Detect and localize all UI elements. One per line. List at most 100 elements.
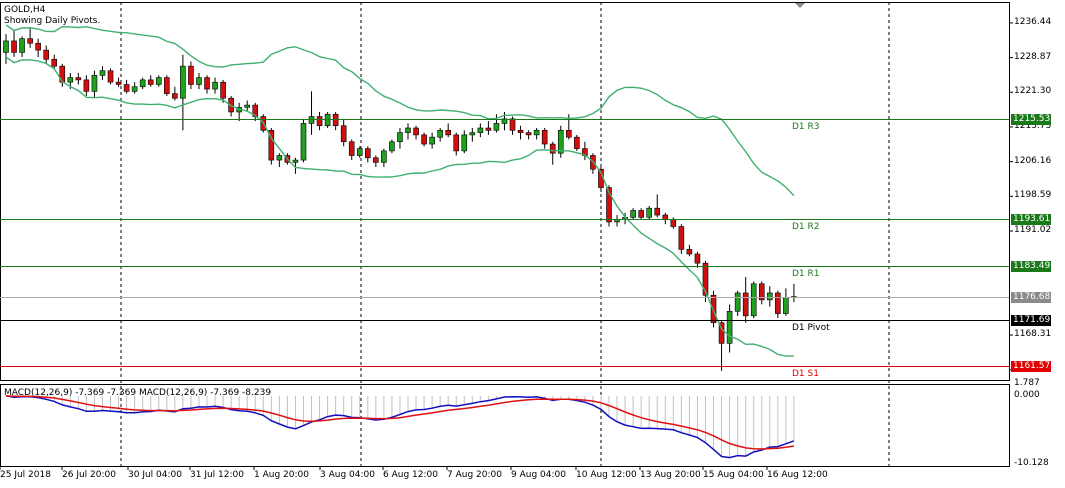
candle-body <box>742 292 749 317</box>
candle-body <box>27 38 33 44</box>
candle-body <box>694 253 701 264</box>
candle-body <box>750 283 757 317</box>
candle-body <box>734 292 741 312</box>
candle-body <box>292 159 299 163</box>
candle-body <box>43 49 50 60</box>
candle-body <box>99 70 106 76</box>
macd-line <box>5 395 795 459</box>
price-tick-label: 1221.30 <box>1014 86 1052 97</box>
candle-body <box>686 249 693 255</box>
candle-body <box>196 77 202 85</box>
candle-body <box>180 65 186 99</box>
candle-body <box>437 129 443 138</box>
price-tick-label: 1213.73 <box>1014 120 1052 131</box>
candle-body <box>429 136 435 145</box>
candle-body <box>726 310 733 344</box>
candle-body <box>83 79 90 92</box>
candle-body <box>501 118 508 124</box>
macd-frame <box>0 384 1010 467</box>
candle-body <box>477 127 484 133</box>
time-tick-label: 6 Aug 12:00 <box>383 470 438 480</box>
candle-body <box>606 187 612 223</box>
bollinger-lower-band <box>5 56 794 357</box>
price-tick-label: 1168.31 <box>1014 329 1052 340</box>
candle-body <box>461 134 468 152</box>
candle-body <box>397 132 403 143</box>
time-tick-label: 13 Aug 20:00 <box>640 470 701 480</box>
candle-body <box>91 75 98 92</box>
candle-body <box>244 104 250 108</box>
candle-body <box>557 129 564 154</box>
candle-body <box>445 129 452 136</box>
time-tick-label: 30 Jul 04:00 <box>128 470 182 480</box>
candle-body <box>654 207 661 216</box>
candle-body <box>421 134 427 145</box>
candle-body <box>300 123 307 161</box>
candle-body <box>75 77 82 81</box>
candle-body <box>517 129 524 133</box>
candle-body <box>405 127 411 133</box>
shift-marker-icon <box>795 3 805 8</box>
candle-body <box>485 127 492 131</box>
candle-body <box>373 157 379 163</box>
pivot-label: D1 R1 <box>792 268 820 279</box>
pivot-price-tag: 1161.57 <box>1011 360 1051 372</box>
candle-body <box>702 262 709 296</box>
candle-body <box>123 84 130 92</box>
candle-body <box>758 283 765 301</box>
candle-body <box>348 141 355 156</box>
symbol-label: GOLD,H4 <box>4 5 46 15</box>
candle-body <box>453 134 460 152</box>
macd-tick-label: 1.787 <box>1014 378 1040 388</box>
candle-body <box>19 38 25 53</box>
candle-body <box>276 155 283 161</box>
pivot-price-tag: 1215.53 <box>1011 113 1051 125</box>
bollinger-upper-band <box>5 24 795 197</box>
macd-tick-label: -10.128 <box>1014 457 1049 468</box>
candle-body <box>364 148 371 159</box>
time-tick-label: 7 Aug 20:00 <box>447 470 502 480</box>
time-tick-label: 3 Aug 04:00 <box>320 470 375 480</box>
time-tick-label: 9 Aug 04:00 <box>511 470 566 480</box>
candle-body <box>775 292 781 314</box>
candle-body <box>316 116 323 127</box>
candle-body <box>381 150 387 163</box>
main-frame <box>0 2 1010 381</box>
price-tick-label: 1228.87 <box>1014 51 1052 62</box>
candle-body <box>710 294 717 324</box>
candle-body <box>172 93 178 99</box>
macd-signal-line <box>5 395 795 450</box>
candle-body <box>670 219 677 227</box>
time-tick-label: 15 Aug 04:00 <box>703 470 764 480</box>
candle-body <box>131 86 138 92</box>
indicator-note: Showing Daily Pivots. <box>4 16 101 26</box>
price-tick-label: 1206.16 <box>1014 155 1052 166</box>
candle-body <box>469 132 476 136</box>
candle-body <box>356 148 363 156</box>
candle-body <box>549 143 556 154</box>
price-tick-label: 1191.02 <box>1014 224 1052 235</box>
candle-body <box>766 292 773 301</box>
candle-body <box>164 77 170 94</box>
candle-body <box>204 77 210 90</box>
candle-body <box>638 210 644 218</box>
candle-body <box>188 65 194 85</box>
pivot-label: D1 S1 <box>792 368 819 379</box>
candle-body <box>565 129 572 138</box>
candle-body <box>155 77 162 85</box>
candle-body <box>115 81 122 85</box>
candle-body <box>212 81 218 90</box>
candle-body <box>35 42 41 51</box>
macd-tick-label: 0.000 <box>1014 389 1040 400</box>
candle-body <box>783 297 789 314</box>
candle-body <box>389 141 395 152</box>
time-tick-label: 10 Aug 12:00 <box>576 470 637 480</box>
time-tick-label: 26 Jul 20:00 <box>62 470 116 480</box>
macd-label: MACD(12,26,9) -7.369 -7.369 MACD(12,26,9… <box>4 388 272 398</box>
pivot-label: D1 R2 <box>792 221 820 232</box>
candle-body <box>3 40 9 53</box>
candle-body <box>630 210 636 218</box>
candle-body <box>268 129 275 161</box>
candle-body <box>646 207 653 218</box>
